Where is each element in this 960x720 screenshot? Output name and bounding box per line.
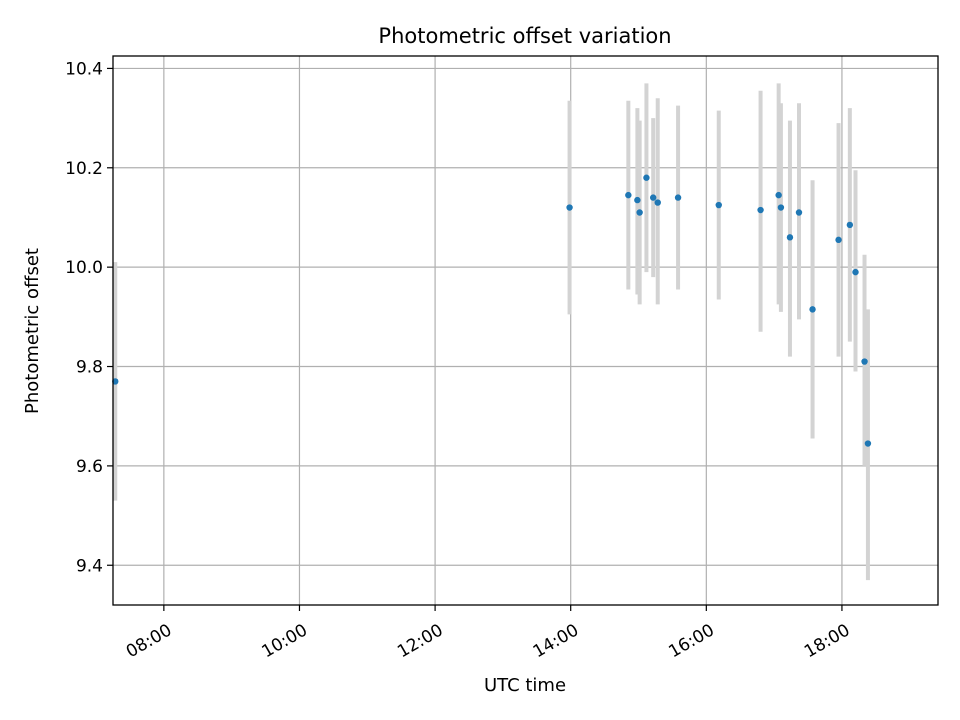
data-point — [566, 204, 573, 211]
data-point — [654, 199, 661, 206]
data-point — [643, 174, 650, 181]
data-points — [112, 174, 872, 447]
y-tick-label: 10.4 — [65, 59, 103, 79]
data-point — [809, 306, 816, 313]
data-point — [777, 204, 785, 211]
data-point — [861, 358, 868, 365]
data-point — [650, 194, 657, 201]
data-point — [625, 191, 632, 199]
y-tick-label: 10.2 — [65, 159, 103, 179]
data-point — [795, 209, 803, 216]
x-axis-label: UTC time — [484, 675, 566, 696]
data-point — [852, 268, 859, 276]
data-point — [112, 378, 119, 385]
y-tick-label: 9.4 — [76, 556, 103, 576]
data-point — [786, 234, 794, 241]
data-point — [864, 440, 872, 447]
chart-title: Photometric offset variation — [378, 24, 671, 48]
grid-lines — [113, 56, 938, 605]
data-point — [757, 206, 764, 214]
data-point — [846, 221, 854, 229]
data-point — [674, 194, 682, 201]
y-axis-ticks: 9.4 9.6 9.8 10.0 10.2 10.4 — [65, 59, 113, 576]
data-point — [636, 209, 643, 216]
y-tick-label: 10.0 — [65, 258, 103, 278]
data-point — [775, 191, 782, 199]
y-tick-label: 9.8 — [76, 358, 103, 378]
plot-frame — [112, 55, 939, 606]
data-point — [835, 236, 842, 244]
data-point — [634, 196, 641, 204]
y-axis-label: Photometric offset — [22, 248, 43, 414]
y-tick-label: 9.6 — [76, 457, 103, 477]
data-point — [715, 201, 722, 209]
